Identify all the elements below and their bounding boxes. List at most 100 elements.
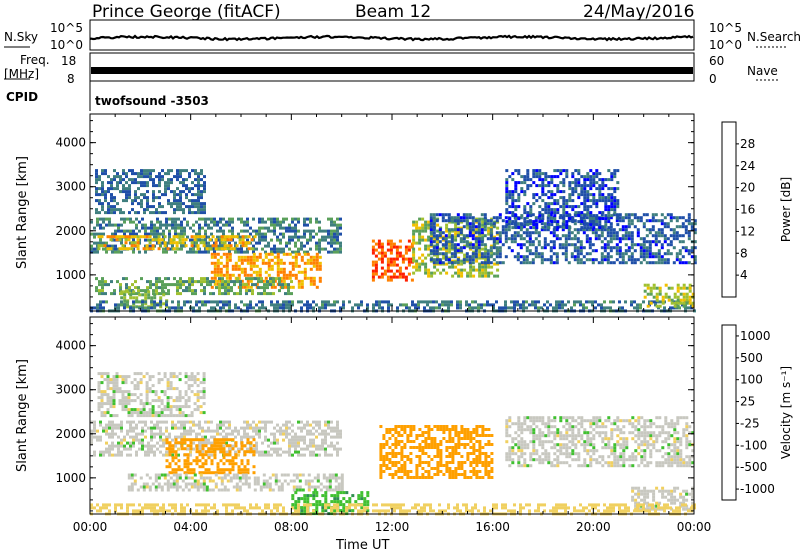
heatmap-cell <box>176 172 179 176</box>
heatmap-cell <box>615 234 619 238</box>
heatmap-cell <box>324 432 327 436</box>
heatmap-cell <box>438 306 441 310</box>
heatmap-cell <box>163 393 167 397</box>
heatmap-cell <box>595 205 599 209</box>
heatmap-cell <box>240 468 244 472</box>
heatmap-cell <box>191 292 194 296</box>
heatmap-cell <box>679 298 683 302</box>
heatmap-cell <box>170 205 173 209</box>
heatmap-cell <box>609 249 613 253</box>
heatmap-cell <box>523 208 527 212</box>
heatmap-cell <box>586 226 590 230</box>
heatmap-cell <box>144 302 148 306</box>
heatmap-cell <box>483 216 487 220</box>
heatmap-cell <box>291 444 294 448</box>
heatmap-cell <box>648 231 652 235</box>
heatmap-cell <box>321 441 324 445</box>
heatmap-cell <box>377 257 381 261</box>
heatmap-cell <box>387 306 390 310</box>
heatmap-cell <box>525 234 529 238</box>
heatmap-cell <box>101 283 104 287</box>
heatmap-cell <box>134 172 137 176</box>
heatmap-cell <box>474 249 478 253</box>
heatmap-cell <box>565 211 569 215</box>
heatmap-cell <box>495 246 499 250</box>
heatmap-cell <box>618 300 621 304</box>
heatmap-cell <box>141 303 144 307</box>
heatmap-cell <box>155 211 158 215</box>
heatmap-cell <box>597 261 601 265</box>
heatmap-cell <box>477 231 481 235</box>
heatmap-cell <box>189 444 193 448</box>
heatmap-cell <box>132 238 135 242</box>
heatmap-cell <box>146 190 149 194</box>
heatmap-cell <box>150 426 153 430</box>
heatmap-cell <box>225 459 229 463</box>
heatmap-cell <box>162 453 165 457</box>
heatmap-cell <box>187 414 191 418</box>
heatmap-cell <box>573 219 577 223</box>
heatmap-cell <box>160 402 164 406</box>
heatmap-cell <box>162 420 165 424</box>
heatmap-cell <box>95 181 98 185</box>
heatmap-cell <box>131 181 134 185</box>
heatmap-cell <box>171 223 174 227</box>
heatmap-cell <box>447 303 450 307</box>
heatmap-cell <box>415 220 419 224</box>
heatmap-cell <box>169 482 173 486</box>
heatmap-cell <box>132 220 135 224</box>
heatmap-cell <box>541 181 545 185</box>
heatmap-cell <box>684 306 687 310</box>
heatmap-cell <box>621 261 625 265</box>
heatmap-cell <box>115 375 119 379</box>
heatmap-cell <box>459 228 463 232</box>
heatmap-cell <box>519 228 523 232</box>
heatmap-cell <box>555 303 558 307</box>
heatmap-cell <box>273 247 276 251</box>
heatmap-cell <box>210 429 213 433</box>
heatmap-cell <box>588 300 591 304</box>
heatmap-cell <box>492 243 496 247</box>
heatmap-cell <box>184 393 188 397</box>
heatmap-cell <box>210 450 214 454</box>
heatmap-cell <box>105 300 108 304</box>
heatmap-cell <box>258 241 261 245</box>
heatmap-cell <box>269 292 272 296</box>
heatmap-cell <box>508 220 512 224</box>
heatmap-cell <box>157 485 161 489</box>
heatmap-cell <box>207 300 210 304</box>
heatmap-cell <box>267 241 270 245</box>
heatmap-cell <box>147 296 151 300</box>
heatmap-cell <box>246 261 250 265</box>
heatmap-cell <box>136 381 140 385</box>
heatmap-cell <box>219 241 222 245</box>
heatmap-cell <box>552 240 556 244</box>
heatmap-cell <box>144 229 147 233</box>
heatmap-cell <box>297 420 300 424</box>
heatmap-cell <box>432 240 436 244</box>
heatmap-cell <box>228 273 232 277</box>
heatmap-cell <box>547 196 551 200</box>
heatmap-cell <box>196 408 200 412</box>
heatmap-cell <box>565 202 569 206</box>
heatmap-cell <box>132 300 135 304</box>
heatmap-cell <box>321 229 324 233</box>
heatmap-cell <box>193 408 197 412</box>
heatmap-cell <box>273 250 276 254</box>
heatmap-cell <box>150 220 153 224</box>
heatmap-cell <box>207 447 211 451</box>
heatmap-cell <box>624 213 628 217</box>
heatmap-cell <box>196 479 200 483</box>
heatmap-cell <box>123 293 127 297</box>
heatmap-cell <box>492 258 496 262</box>
heatmap-cell <box>588 228 592 232</box>
heatmap-cell <box>130 399 134 403</box>
heatmap-cell <box>526 175 530 179</box>
heatmap-cell <box>263 292 266 296</box>
heatmap-cell <box>120 290 124 294</box>
heatmap-cell <box>179 175 182 179</box>
heatmap-cell <box>125 187 128 191</box>
heatmap-cell <box>105 426 108 430</box>
heatmap-cell <box>371 272 375 276</box>
heatmap-cell <box>459 237 463 241</box>
